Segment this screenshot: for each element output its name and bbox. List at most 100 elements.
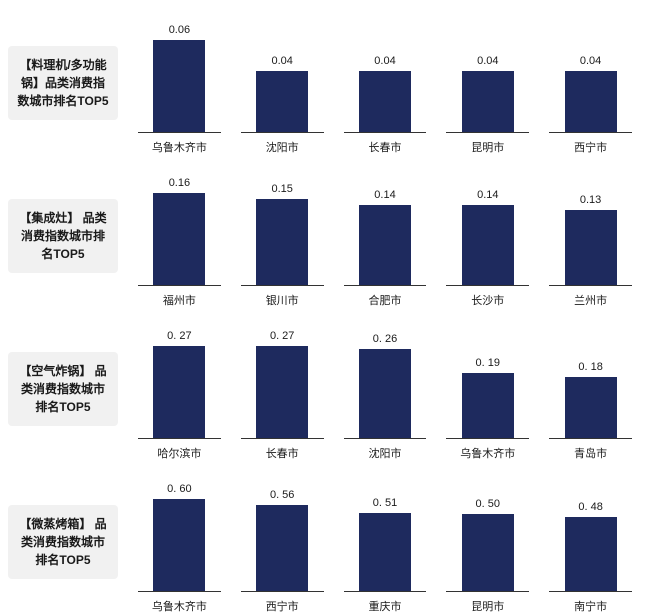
city-label: 西宁市 [266,598,299,614]
bar-group: 0. 18 青岛市 [549,316,632,461]
bar-group: 0.04沈阳市 [241,10,324,155]
bar-group: 0. 27哈尔滨市 [138,316,221,461]
category-title: 【料理机/多功能锅】品类消费指数城市排名TOP5 [8,46,118,120]
bar-group: 0.15银川市 [241,163,324,308]
bar [153,499,205,591]
bar-value-label: 0. 50 [476,498,500,510]
bar-group: 0. 19 乌鲁木齐市 [446,316,529,461]
axis-line [549,285,632,286]
bar [153,346,205,438]
bar [256,505,308,591]
bar [256,199,308,285]
axis-line [446,132,529,133]
bar-value-label: 0.16 [169,177,190,189]
bar-value-label: 0.06 [169,24,190,36]
bar-value-label: 0.04 [374,55,395,67]
chart-row: 【微蒸烤箱】 品类消费指数城市排名TOP50. 60乌鲁木齐市0. 56西宁市0… [8,469,642,614]
bar-value-label: 0. 18 [578,361,602,373]
bar-group: 0. 56西宁市 [241,469,324,614]
city-label: 昆明市 [471,598,504,614]
bar-value-label: 0.15 [271,183,292,195]
bar-group: 0.04昆明市 [446,10,529,155]
city-label: 长春市 [266,445,299,461]
city-label: 青岛市 [574,445,607,461]
bar-value-label: 0. 51 [373,497,397,509]
category-title: 【微蒸烤箱】 品类消费指数城市排名TOP5 [8,505,118,579]
bar-value-label: 0. 27 [270,330,294,342]
bar-value-label: 0. 60 [167,483,191,495]
bar [153,40,205,132]
axis-line [344,591,427,592]
axis-line [549,591,632,592]
city-label: 南宁市 [574,598,607,614]
bar [462,514,514,591]
bar [565,71,617,132]
bar [256,346,308,438]
bar-value-label: 0.14 [374,189,395,201]
city-label: 重庆市 [368,598,401,614]
bar-group: 0.04 长春市 [344,10,427,155]
bar-group: 0. 48 南宁市 [549,469,632,614]
bar-group: 0. 26 沈阳市 [344,316,427,461]
bar-chart: 0. 27哈尔滨市 0. 27 长春市 0. 26 沈阳市 0. 19 乌鲁木齐市 0. 18… [138,316,642,461]
axis-line [549,438,632,439]
bar-group: 0.16 福州市 [138,163,221,308]
bar [256,71,308,132]
bar-group: 0.04 西宁市 [549,10,632,155]
bar-group: 0. 51 重庆市 [344,469,427,614]
bar-value-label: 0.04 [580,55,601,67]
bar [462,373,514,438]
city-label: 长春市 [368,139,401,155]
city-label: 长沙市 [471,292,504,308]
bar-group: 0.06 乌鲁木齐市 [138,10,221,155]
bar-value-label: 0.04 [271,55,292,67]
bar [153,193,205,285]
city-label: 兰州市 [574,292,607,308]
axis-line [138,591,221,592]
axis-line [138,438,221,439]
city-label: 乌鲁木齐市 [152,139,207,155]
bar-value-label: 0. 26 [373,333,397,345]
bar [565,517,617,591]
bar-group: 0.14 合肥市 [344,163,427,308]
axis-line [138,132,221,133]
bar [359,71,411,132]
city-label: 福州市 [163,292,196,308]
city-label: 昆明市 [471,139,504,155]
city-label: 乌鲁木齐市 [152,598,207,614]
axis-line [446,285,529,286]
city-label: 合肥市 [368,292,401,308]
axis-line [344,285,427,286]
bar-value-label: 0. 19 [476,357,500,369]
bar-group: 0. 50 昆明市 [446,469,529,614]
category-title: 【集成灶】 品类消费指数城市排名TOP5 [8,199,118,273]
bar [565,377,617,438]
bar [462,205,514,286]
axis-line [446,438,529,439]
axis-line [446,591,529,592]
bar [359,513,411,591]
city-label: 乌鲁木齐市 [460,445,515,461]
category-title: 【空气炸锅】 品类消费指数城市排名TOP5 [8,352,118,426]
chart-row: 【集成灶】 品类消费指数城市排名TOP5 0.16 福州市 0.15银川市 0.14 合肥… [8,163,642,308]
chart-row: 【空气炸锅】 品类消费指数城市排名TOP5 0. 27哈尔滨市 0. 27 长春市 0.… [8,316,642,461]
city-label: 西宁市 [574,139,607,155]
chart-row: 【料理机/多功能锅】品类消费指数城市排名TOP5 0.06 乌鲁木齐市 0.04沈阳市… [8,10,642,155]
bar [359,205,411,286]
bar [565,210,617,285]
city-label: 沈阳市 [368,445,401,461]
axis-line [241,285,324,286]
bar-group: 0.14 长沙市 [446,163,529,308]
axis-line [241,438,324,439]
bar-group: 0. 60 乌鲁木齐市 [138,469,221,614]
bar-value-label: 0. 48 [578,501,602,513]
bar [462,71,514,132]
city-label: 哈尔滨市 [157,445,201,461]
axis-line [344,438,427,439]
charts-container: 【料理机/多功能锅】品类消费指数城市排名TOP50.06乌鲁木齐市0.04沈阳市… [8,10,642,614]
axis-line [344,132,427,133]
bar-value-label: 0.14 [477,189,498,201]
axis-line [241,591,324,592]
bar-chart: 0. 60 乌鲁木齐市 0. 56西宁市 0. 51 重庆市 0. 50 昆明市 0. 48 南… [138,469,642,614]
bar-chart: 0.06乌鲁木齐市0.04沈阳市0.04长春市0.04昆明市0.04西宁市 [138,10,642,155]
